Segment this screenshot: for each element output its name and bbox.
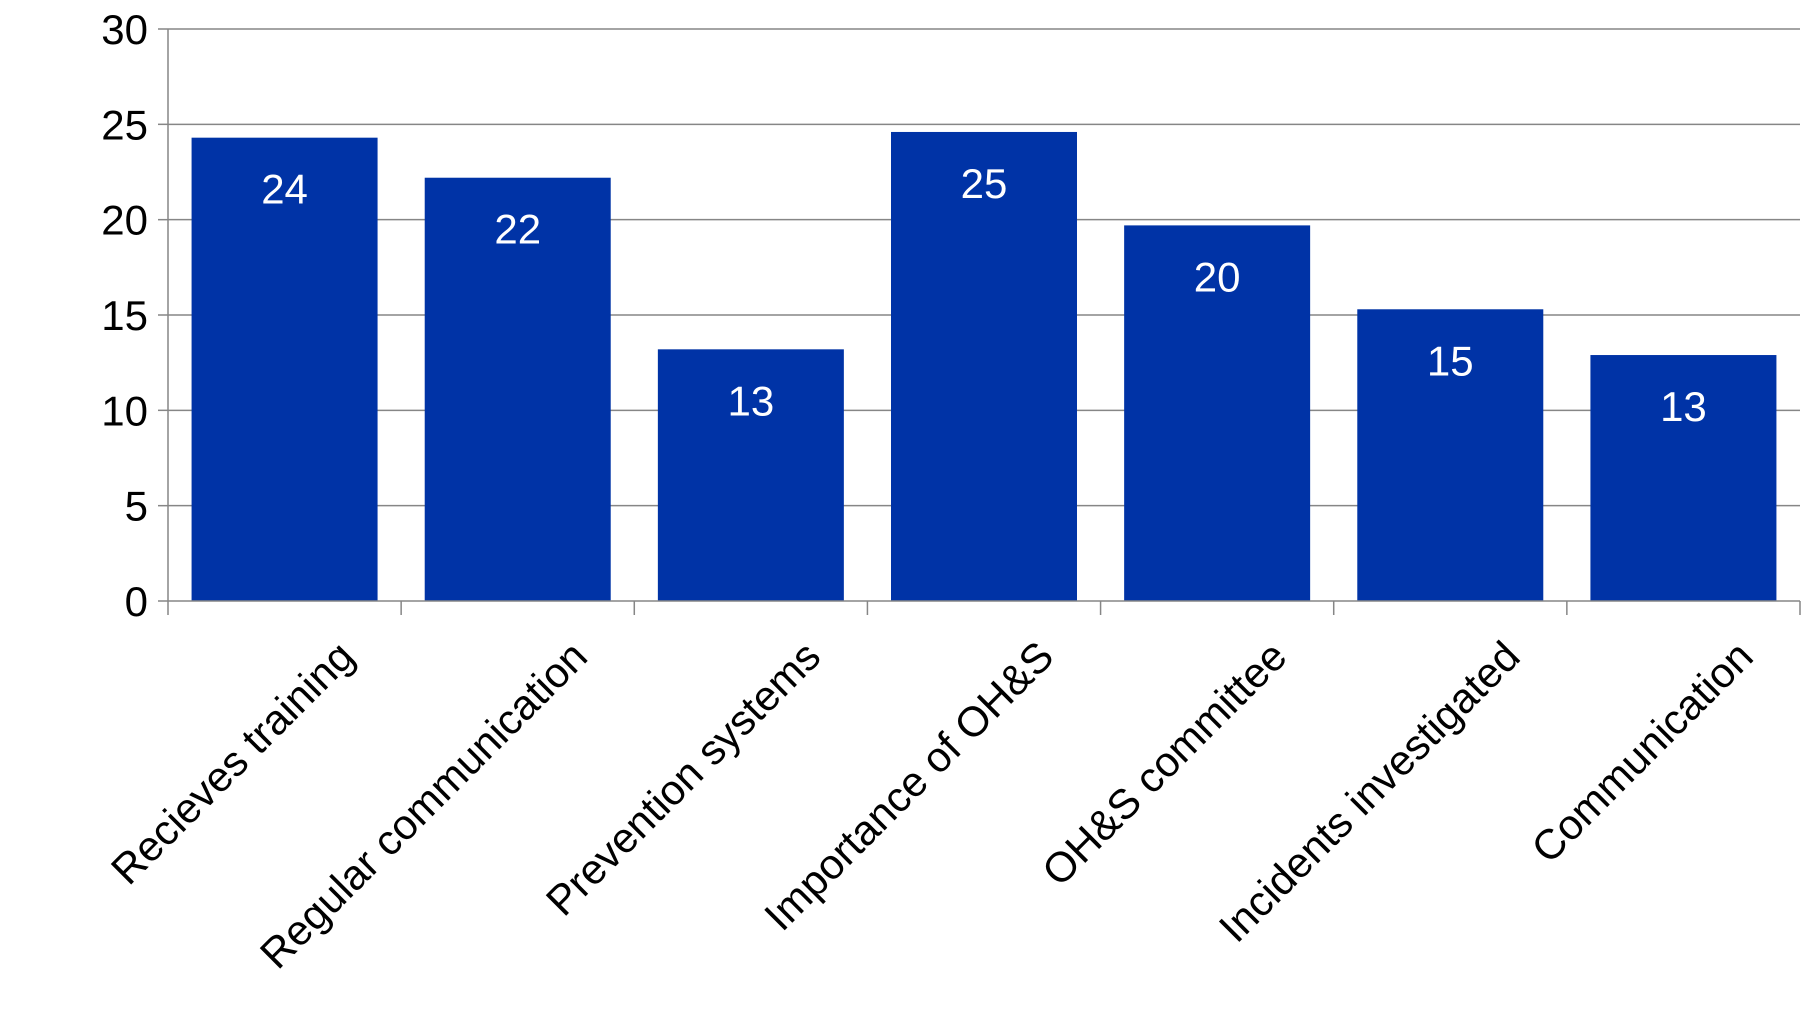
y-tick-label: 10 [101,387,148,434]
x-category-label: Communication [1522,632,1762,872]
data-label: 15 [1427,337,1474,384]
bar [1590,355,1777,601]
y-tick-label: 15 [101,292,148,339]
bar [657,349,844,601]
data-labels: 24 22 13 25 20 15 13 [261,160,1707,430]
bar [191,137,378,601]
data-label: 25 [961,160,1008,207]
bar [1357,309,1544,601]
data-label: 13 [727,377,774,424]
y-tick-label: 25 [101,101,148,148]
x-category-label: Recieves training [102,632,363,893]
y-tick-labels: 0 5 10 15 20 25 30 [101,6,148,625]
y-tick-label: 20 [101,197,148,244]
axes [158,28,1801,615]
bar [1124,225,1311,602]
data-label: 20 [1194,253,1241,300]
y-tick-label: 0 [125,578,148,625]
data-label: 13 [1660,383,1707,430]
bars [191,131,1777,602]
bar [424,177,611,601]
data-label: 22 [494,206,541,253]
data-label: 24 [261,166,308,213]
x-category-label: OH&S committee [1033,632,1296,895]
bar [891,131,1077,601]
y-tick-label: 30 [101,6,148,53]
y-tick-label: 5 [125,483,148,530]
